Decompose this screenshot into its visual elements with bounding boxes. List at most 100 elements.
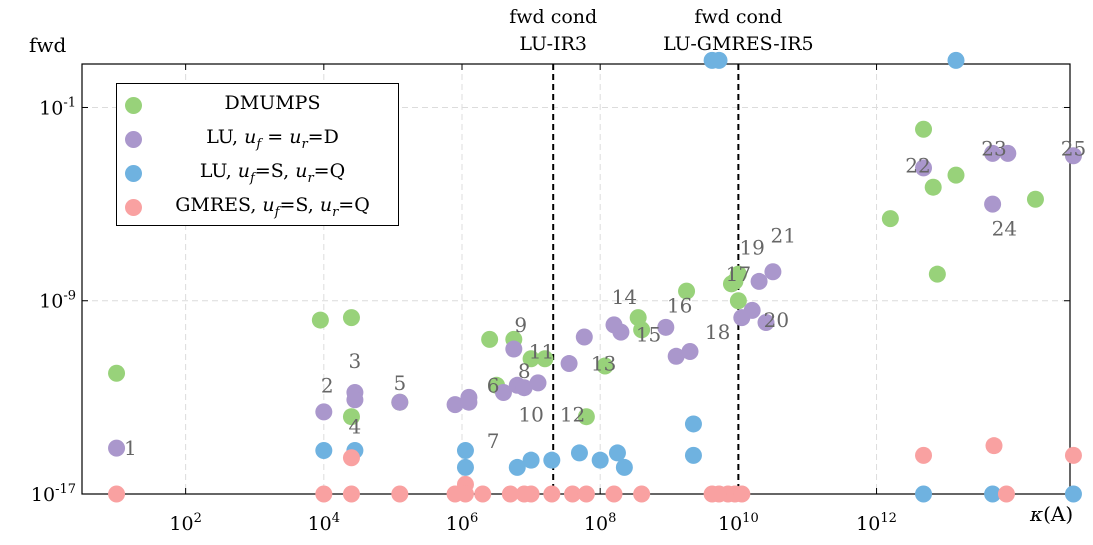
data-point (881, 210, 899, 228)
data-point (681, 342, 699, 360)
point-label: 21 (771, 224, 796, 248)
data-point (474, 485, 492, 503)
point-label: 13 (591, 352, 616, 376)
data-point (999, 144, 1017, 162)
y-axis-label: fwd (29, 33, 67, 57)
x-tick-label: 108 (584, 511, 616, 535)
data-point (315, 442, 333, 460)
data-point (915, 159, 933, 177)
data-point (515, 379, 533, 397)
series-group (108, 144, 1082, 457)
point-label: 19 (739, 236, 764, 260)
series-group (108, 120, 1044, 426)
point-label: 6 (487, 373, 500, 397)
data-point (560, 355, 578, 373)
point-label: 5 (393, 371, 406, 395)
data-point (733, 485, 751, 503)
data-point (596, 357, 614, 375)
point-label: 17 (726, 262, 751, 286)
legend-marker-dmumps (125, 97, 142, 114)
x-axis-label: κ(A) (1029, 502, 1073, 526)
data-point (346, 391, 364, 409)
data-point (108, 439, 126, 457)
data-point (575, 328, 593, 346)
legend-label-lu-sq: LU, uf=S, ur=Q (199, 160, 346, 186)
x-tick-label: 1010 (718, 511, 759, 535)
series-group (108, 437, 1082, 503)
legend-label-lu-d: LU, uf = ur=D (206, 126, 339, 152)
data-point (522, 350, 540, 368)
data-point (615, 458, 633, 476)
point-label: 11 (529, 339, 554, 363)
data-point (577, 408, 595, 426)
data-point (315, 485, 333, 503)
point-label: 14 (612, 285, 637, 309)
data-point (729, 292, 747, 310)
legend-item-gmres: GMRES, uf=S, ur=Q (117, 190, 398, 224)
point-label: 24 (992, 216, 1017, 240)
data-point (633, 485, 651, 503)
data-point (529, 374, 547, 392)
reference-line-label: fwd cond (694, 6, 782, 28)
data-point (391, 485, 409, 503)
x-tick-label: 106 (446, 511, 478, 535)
data-point (1026, 190, 1044, 208)
x-tick-label: 1012 (856, 511, 897, 535)
data-point (629, 309, 647, 327)
data-point (678, 282, 696, 300)
data-point (1064, 485, 1082, 503)
data-point (522, 485, 540, 503)
point-label: 8 (518, 359, 531, 383)
legend-marker-gmres (125, 199, 142, 216)
data-point (456, 442, 474, 460)
legend: DMUMPS LU, uf = ur=D LU, uf=S, ur=Q GMRE… (116, 83, 399, 226)
data-point (460, 388, 478, 406)
data-point (985, 437, 1003, 455)
data-point (757, 313, 775, 331)
data-point (543, 451, 561, 469)
reference-line-label: fwd cond (509, 6, 597, 28)
data-point (608, 444, 626, 462)
data-point (456, 485, 474, 503)
data-point (924, 178, 942, 196)
data-point (984, 195, 1002, 213)
data-point (536, 350, 554, 368)
data-point (108, 364, 126, 382)
data-point (605, 485, 623, 503)
point-label: 4 (349, 414, 362, 438)
reference-line-label: LU-IR3 (519, 33, 587, 55)
data-point (315, 403, 333, 421)
point-label: 1 (124, 436, 137, 460)
point-label: 15 (636, 323, 661, 347)
data-point (494, 384, 512, 402)
data-point (342, 408, 360, 426)
point-label: 3 (349, 349, 362, 373)
data-point (915, 446, 933, 464)
legend-item-dmumps: DMUMPS (117, 88, 398, 122)
data-point (764, 263, 782, 281)
data-points (108, 51, 1082, 503)
data-point (947, 166, 965, 184)
data-point (456, 458, 474, 476)
data-point (928, 265, 946, 283)
data-point (577, 485, 595, 503)
data-point (311, 311, 329, 329)
data-point (743, 301, 761, 319)
data-point (522, 451, 540, 469)
legend-marker-lu-sq (125, 165, 142, 182)
data-point (612, 323, 630, 341)
data-point (481, 330, 499, 348)
point-label: 16 (667, 294, 692, 318)
data-point (947, 51, 965, 69)
data-point (915, 485, 933, 503)
point-label: 22 (905, 153, 930, 177)
data-point (657, 318, 675, 336)
legend-marker-lu-d (125, 131, 142, 148)
point-label: 7 (487, 429, 500, 453)
data-point (667, 347, 685, 365)
data-point (684, 415, 702, 433)
data-point (1064, 147, 1082, 165)
